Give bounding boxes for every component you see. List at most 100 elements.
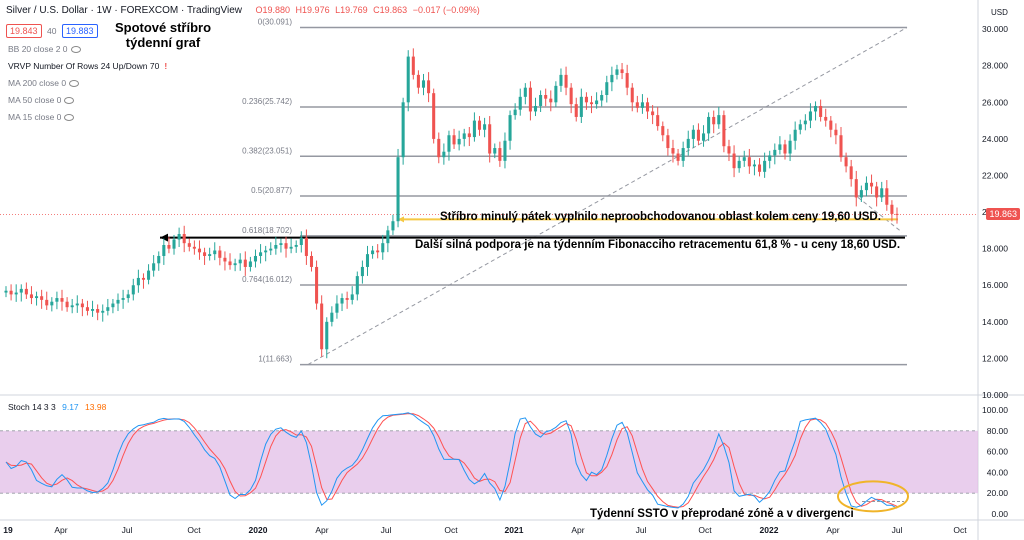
candle-body [574, 104, 578, 117]
stoch-tick-label: 20.00 [987, 488, 1009, 498]
short-trendline [857, 197, 903, 233]
time-axis: 19 Apr Jul Oct 2020 Apr Jul Oct 2021 Apr Jul Oct 202… [3, 525, 967, 535]
candle-body [589, 102, 594, 105]
candle-body [330, 312, 334, 322]
fib-label: 0.236(25.742) [242, 97, 292, 106]
eye-icon[interactable] [69, 80, 80, 88]
candle-body [381, 243, 385, 253]
candle-body [824, 116, 828, 121]
candle-series [4, 48, 899, 359]
candle-body [126, 294, 130, 299]
candle-body [45, 299, 49, 306]
oversold-overbought-band [0, 430, 978, 494]
candle-body [564, 74, 568, 88]
candle-body [396, 157, 400, 222]
eye-icon[interactable] [64, 97, 75, 105]
indicator-vrvp[interactable]: VRVP Number Of Rows 24 Up/Down 70! [8, 61, 167, 71]
candle-body [228, 261, 232, 266]
candle-body [864, 182, 868, 191]
indicator-ma15[interactable]: MA 15 close 0 [8, 112, 75, 122]
candle-body [712, 116, 716, 125]
candle-body [371, 250, 375, 255]
candle-body [513, 109, 517, 116]
indicator-ma50[interactable]: MA 50 close 0 [8, 95, 75, 105]
eye-icon[interactable] [64, 114, 75, 122]
candle-body [309, 255, 314, 267]
candle-body [493, 148, 497, 154]
price-tick-label: 16.000 [982, 280, 1008, 290]
candle-body [539, 95, 543, 106]
candle-body [605, 82, 609, 95]
candle-body [870, 182, 874, 187]
indicator-ma50-label: MA 50 close 0 [8, 95, 62, 105]
candle-body [747, 157, 751, 167]
candle-body [91, 309, 95, 311]
eye-icon[interactable] [70, 46, 81, 54]
candle-body [768, 155, 772, 161]
candle-body [121, 298, 125, 300]
candle-body [442, 151, 446, 158]
time-tick-label: 2020 [249, 525, 268, 535]
last-price-label: 19.863 [986, 207, 1020, 220]
candle-body [467, 133, 471, 138]
candle-body [498, 148, 502, 161]
ohlc-readout: O19.880 H19.976 L19.769 C19.863 −0.017 (… [253, 5, 480, 15]
candle-body [559, 74, 563, 86]
candle-body [844, 157, 848, 167]
candle-body [75, 303, 79, 306]
candle-body [284, 243, 288, 249]
candle-body [732, 153, 736, 169]
indicator-ma200-label: MA 200 close 0 [8, 78, 67, 88]
price-tick-label: 12.000 [982, 353, 1008, 363]
annotation-support: Další silná podpora je na týdenním Fibon… [415, 239, 901, 251]
candle-body [798, 124, 802, 130]
bid-button[interactable]: 19.843 [6, 24, 42, 38]
stoch-k-line [5, 412, 898, 509]
candle-body [640, 102, 644, 108]
candle-body [472, 120, 476, 138]
candle-body [315, 266, 319, 304]
candle-body [401, 102, 405, 158]
indicator-vrvp-label: VRVP Number Of Rows 24 Up/Down 70 [8, 61, 160, 71]
symbol-title: Silver / U.S. Dollar · 1W · FOREXCOM · T… [6, 5, 242, 16]
candle-body [610, 74, 614, 83]
annotation-fill: Stříbro minulý pátek vyplnilo neproobcho… [440, 211, 881, 223]
time-tick-label: Jul [892, 525, 903, 535]
candle-body [391, 221, 395, 231]
candle-body [162, 245, 166, 256]
candle-body [70, 305, 74, 308]
candle-body [197, 248, 202, 253]
candle-body [600, 95, 604, 101]
candle-body [814, 105, 818, 112]
candle-body [788, 140, 792, 154]
candle-body [192, 246, 196, 249]
candle-body [35, 296, 39, 299]
currency-label: USD [991, 8, 1008, 17]
fib-label: 0.618(18.702) [242, 226, 292, 235]
price-tick-label: 14.000 [982, 317, 1008, 327]
candle-body [279, 243, 283, 245]
annotation-ssto: Týdenní SSTO v přeprodané zóně a v diver… [590, 508, 854, 520]
candle-body [651, 111, 655, 116]
candle-body [793, 129, 797, 141]
candle-body [437, 138, 441, 158]
indicator-bb[interactable]: BB 20 close 2 0 [8, 44, 81, 54]
candle-body [320, 303, 324, 350]
candle-body [325, 321, 329, 350]
candle-body [340, 298, 344, 304]
candle-body [503, 140, 507, 161]
candle-body [508, 115, 512, 141]
stoch-k-value: 9.17 [62, 402, 79, 412]
ask-button[interactable]: 19.883 [62, 24, 98, 38]
price-tick-label: 26.000 [982, 97, 1008, 107]
candle-body [773, 149, 777, 156]
candle-body [208, 254, 212, 256]
candle-body [584, 96, 588, 103]
candle-body [783, 144, 787, 154]
indicator-ma200[interactable]: MA 200 close 0 [8, 78, 80, 88]
candle-body [218, 250, 222, 258]
candle-body [635, 102, 639, 108]
candle-body [253, 255, 258, 262]
stoch-d-value: 13.98 [85, 402, 107, 412]
warning-icon[interactable]: ! [164, 61, 168, 71]
